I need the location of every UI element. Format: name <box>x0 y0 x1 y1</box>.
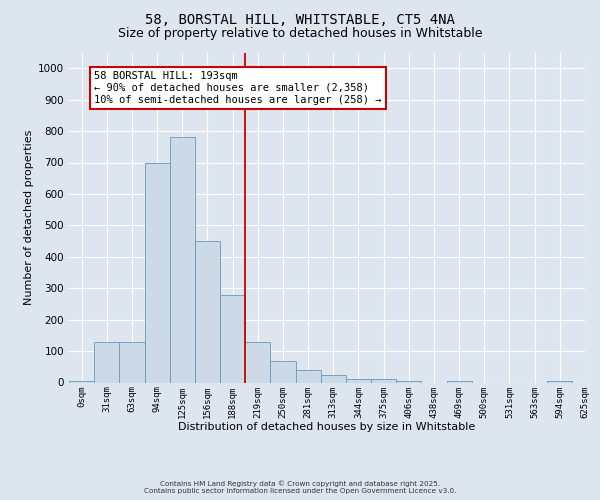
Bar <box>69 381 94 382</box>
Text: Contains HM Land Registry data © Crown copyright and database right 2025.
Contai: Contains HM Land Registry data © Crown c… <box>144 480 456 494</box>
Bar <box>371 380 396 382</box>
Bar <box>94 342 119 382</box>
Text: 58, BORSTAL HILL, WHITSTABLE, CT5 4NA: 58, BORSTAL HILL, WHITSTABLE, CT5 4NA <box>145 12 455 26</box>
Bar <box>547 381 572 382</box>
Text: Size of property relative to detached houses in Whitstable: Size of property relative to detached ho… <box>118 28 482 40</box>
Bar <box>271 360 296 382</box>
Bar <box>119 342 145 382</box>
Bar <box>220 294 245 382</box>
Bar <box>396 381 421 382</box>
Bar <box>321 374 346 382</box>
Bar <box>145 162 170 382</box>
Bar <box>296 370 321 382</box>
Bar <box>245 342 271 382</box>
Y-axis label: Number of detached properties: Number of detached properties <box>24 130 34 305</box>
Text: 58 BORSTAL HILL: 193sqm
← 90% of detached houses are smaller (2,358)
10% of semi: 58 BORSTAL HILL: 193sqm ← 90% of detache… <box>94 72 382 104</box>
Bar <box>170 138 195 382</box>
Bar <box>346 380 371 382</box>
Bar <box>195 241 220 382</box>
Bar <box>446 381 472 382</box>
X-axis label: Distribution of detached houses by size in Whitstable: Distribution of detached houses by size … <box>178 422 476 432</box>
